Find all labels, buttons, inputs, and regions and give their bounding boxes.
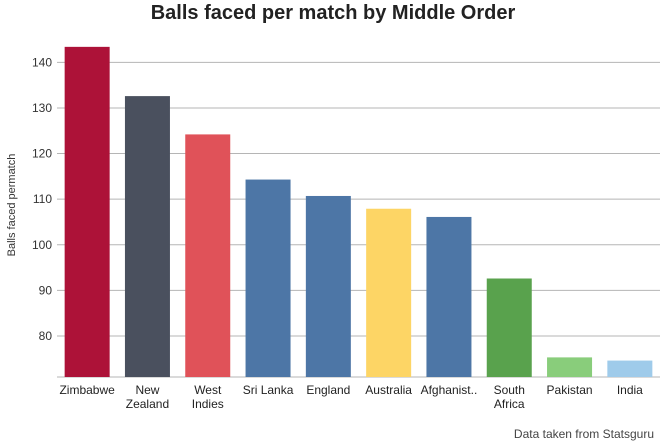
x-tick-label: England: [306, 383, 350, 397]
x-tick-label: South: [494, 383, 525, 397]
y-tick-label: 130: [32, 101, 52, 115]
x-tick-label: Africa: [494, 397, 525, 411]
x-tick-label: Afghanist..: [421, 383, 478, 397]
bar: [245, 179, 291, 377]
bar: [547, 357, 593, 377]
x-tick-label: Australia: [365, 383, 412, 397]
x-tick-label: Zimbabwe: [59, 383, 115, 397]
x-tick-label: Zealand: [126, 397, 169, 411]
y-tick-label: 80: [39, 329, 53, 343]
y-tick-label: 120: [32, 147, 52, 161]
bar: [64, 46, 110, 378]
y-tick-label: 110: [33, 192, 52, 206]
bars: [64, 46, 653, 378]
y-tick-labels: 80 90 100 110 120 130 140: [32, 55, 52, 343]
bar: [124, 96, 170, 377]
y-tick-label: 140: [32, 55, 52, 69]
bar: [366, 208, 412, 377]
x-tick-label: New: [135, 383, 159, 397]
bar: [426, 216, 472, 377]
bar: [607, 360, 653, 377]
y-tick-label: 100: [32, 238, 52, 252]
x-tick-label: West: [194, 383, 222, 397]
x-tick-label: Sri Lanka: [243, 383, 294, 397]
x-tick-label: India: [617, 383, 643, 397]
bar: [486, 278, 532, 377]
y-tick-label: 90: [39, 283, 53, 297]
bar: [305, 195, 351, 377]
x-tick-label: Indies: [192, 397, 224, 411]
chart-title: Balls faced per match by Middle Order: [150, 2, 516, 24]
x-tick-label: Pakistan: [547, 383, 593, 397]
source-note: Data taken from Statsguru: [513, 427, 654, 441]
bar: [185, 134, 231, 377]
